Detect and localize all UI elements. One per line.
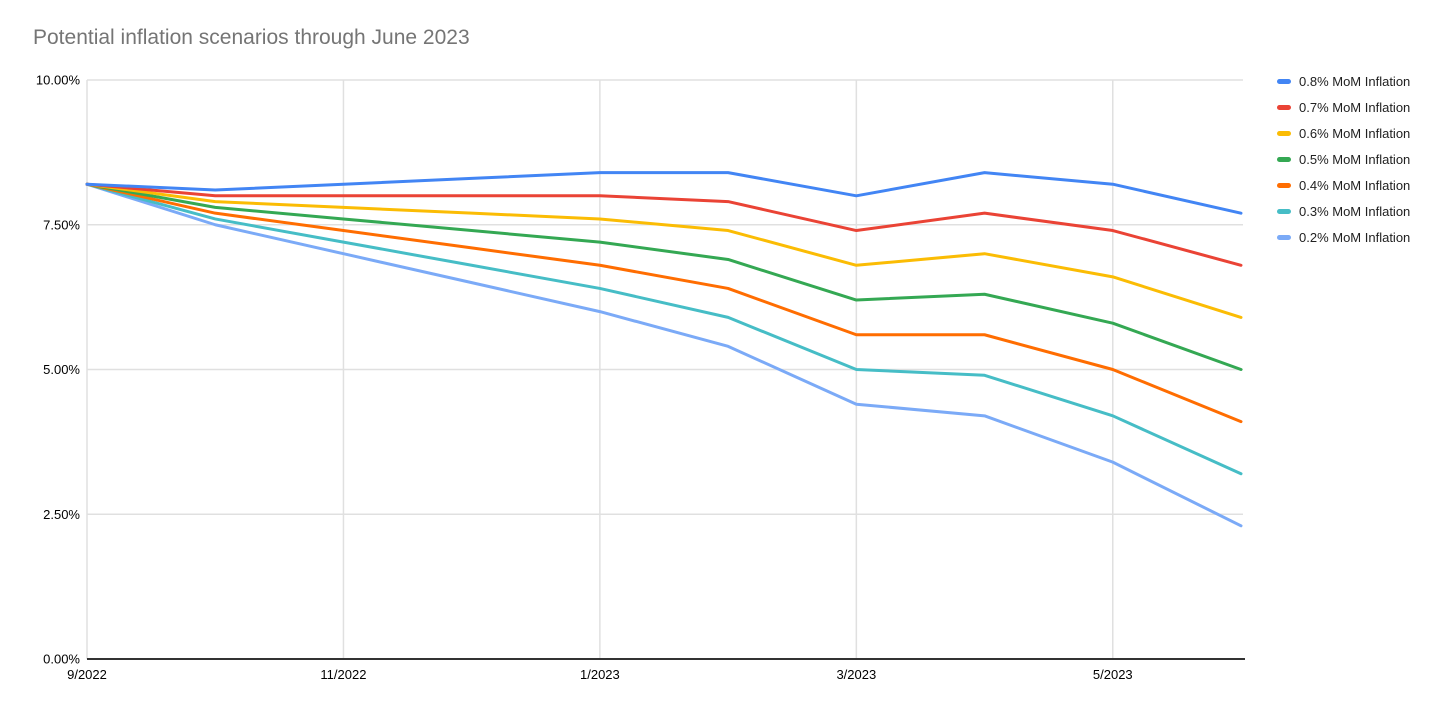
legend-label: 0.5% MoM Inflation [1299, 151, 1411, 167]
series-line-0.3pct [85, 182, 1243, 476]
series-line-0.5pct [85, 182, 1243, 371]
legend-label: 0.7% MoM Inflation [1299, 99, 1411, 115]
legend-swatch-icon [1277, 130, 1291, 136]
series-line-0.4pct [85, 182, 1243, 424]
legend-swatch-icon [1277, 78, 1291, 84]
legend-item: 0.4% MoM Inflation [1277, 172, 1410, 198]
legend-item: 0.5% MoM Inflation [1277, 146, 1410, 172]
y-axis-tick-label: 7.50% [43, 217, 80, 232]
legend-item: 0.8% MoM Inflation [1277, 68, 1410, 94]
x-axis-tick-label: 9/2022 [67, 667, 107, 682]
x-axis-tick-label: 11/2022 [320, 667, 366, 682]
x-axis-tick-label: 1/2023 [580, 667, 620, 682]
legend-item: 0.6% MoM Inflation [1277, 120, 1410, 146]
legend-item: 0.2% MoM Inflation [1277, 224, 1410, 250]
legend-swatch-icon [1277, 104, 1291, 110]
chart-title: Potential inflation scenarios through Ju… [33, 26, 470, 49]
y-axis-tick-label: 2.50% [43, 507, 80, 522]
series-line-0.6pct [85, 182, 1243, 319]
y-axis-tick-label: 5.00% [43, 362, 80, 377]
legend-swatch-icon [1277, 156, 1291, 162]
legend-label: 0.3% MoM Inflation [1299, 203, 1411, 219]
legend-label: 0.4% MoM Inflation [1299, 177, 1411, 193]
legend-label: 0.6% MoM Inflation [1299, 125, 1411, 141]
legend-label: 0.8% MoM Inflation [1299, 73, 1411, 89]
chart-legend: 0.8% MoM Inflation 0.7% MoM Inflation 0.6%… [1277, 68, 1410, 250]
x-axis-tick-label: 5/2023 [1093, 667, 1133, 682]
legend-item: 0.7% MoM Inflation [1277, 94, 1410, 120]
series-line-0.2pct [85, 182, 1243, 528]
x-axis-tick-label: 3/2023 [836, 667, 876, 682]
legend-item: 0.3% MoM Inflation [1277, 198, 1410, 224]
legend-swatch-icon [1277, 234, 1291, 240]
legend-label: 0.2% MoM Inflation [1299, 229, 1411, 245]
y-axis-tick-label: 0.00% [43, 652, 80, 667]
series-line-0.8pct [85, 171, 1243, 215]
y-axis-tick-label: 10.00% [36, 73, 81, 88]
legend-swatch-icon [1277, 182, 1291, 188]
series-line-0.7pct [85, 182, 1243, 267]
legend-swatch-icon [1277, 208, 1291, 214]
